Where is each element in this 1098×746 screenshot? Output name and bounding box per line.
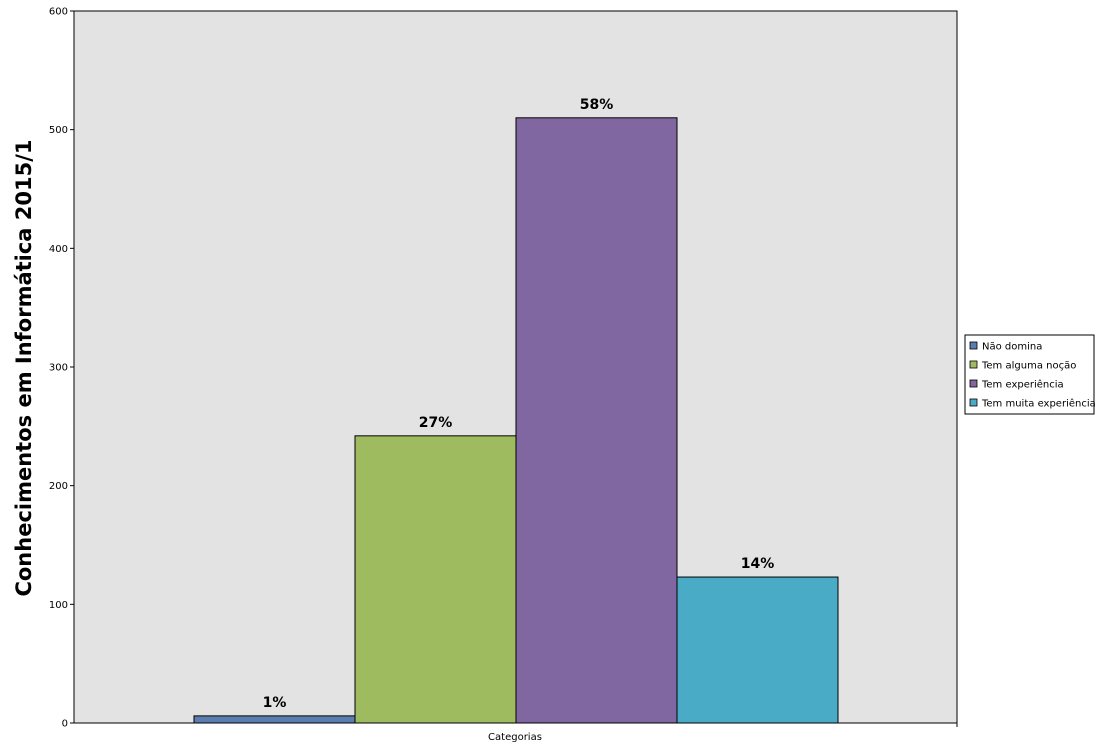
legend-swatch-2 [969, 360, 978, 369]
y-tick-label: 200 [49, 481, 68, 492]
legend-swatch-1 [969, 341, 978, 350]
bar-3 [515, 117, 678, 724]
legend-label-1: Não domina [982, 342, 1042, 353]
bar-1 [193, 715, 356, 724]
legend-label-4: Tem muita experiência [981, 398, 1096, 410]
y-tick-label: 600 [49, 7, 68, 18]
y-tick-label: 400 [49, 244, 68, 255]
legend: Não domina Tem alguma noção Tem experiênci… [964, 334, 1096, 415]
legend-box [964, 334, 1095, 415]
data-label-3: 58% [580, 97, 614, 113]
data-label-4: 14% [741, 556, 775, 572]
bar-2 [354, 435, 517, 724]
legend-swatch-4 [969, 398, 978, 407]
legend-swatch-3 [969, 379, 978, 388]
y-tick-label: 300 [49, 363, 68, 374]
y-axis-label: Conhecimentos em Informática 2015/1 [12, 139, 36, 596]
y-tick-label: 0 [62, 719, 68, 730]
y-tick-label: 100 [49, 600, 68, 611]
legend-label-3: Tem experiência [981, 379, 1064, 391]
x-axis-label: Categorias [488, 732, 542, 743]
legend-label-2: Tem alguma noção [981, 361, 1076, 372]
data-label-2: 27% [419, 415, 453, 431]
bar-4 [676, 576, 839, 724]
data-label-1: 1% [263, 695, 287, 711]
y-tick-label: 500 [49, 125, 68, 136]
